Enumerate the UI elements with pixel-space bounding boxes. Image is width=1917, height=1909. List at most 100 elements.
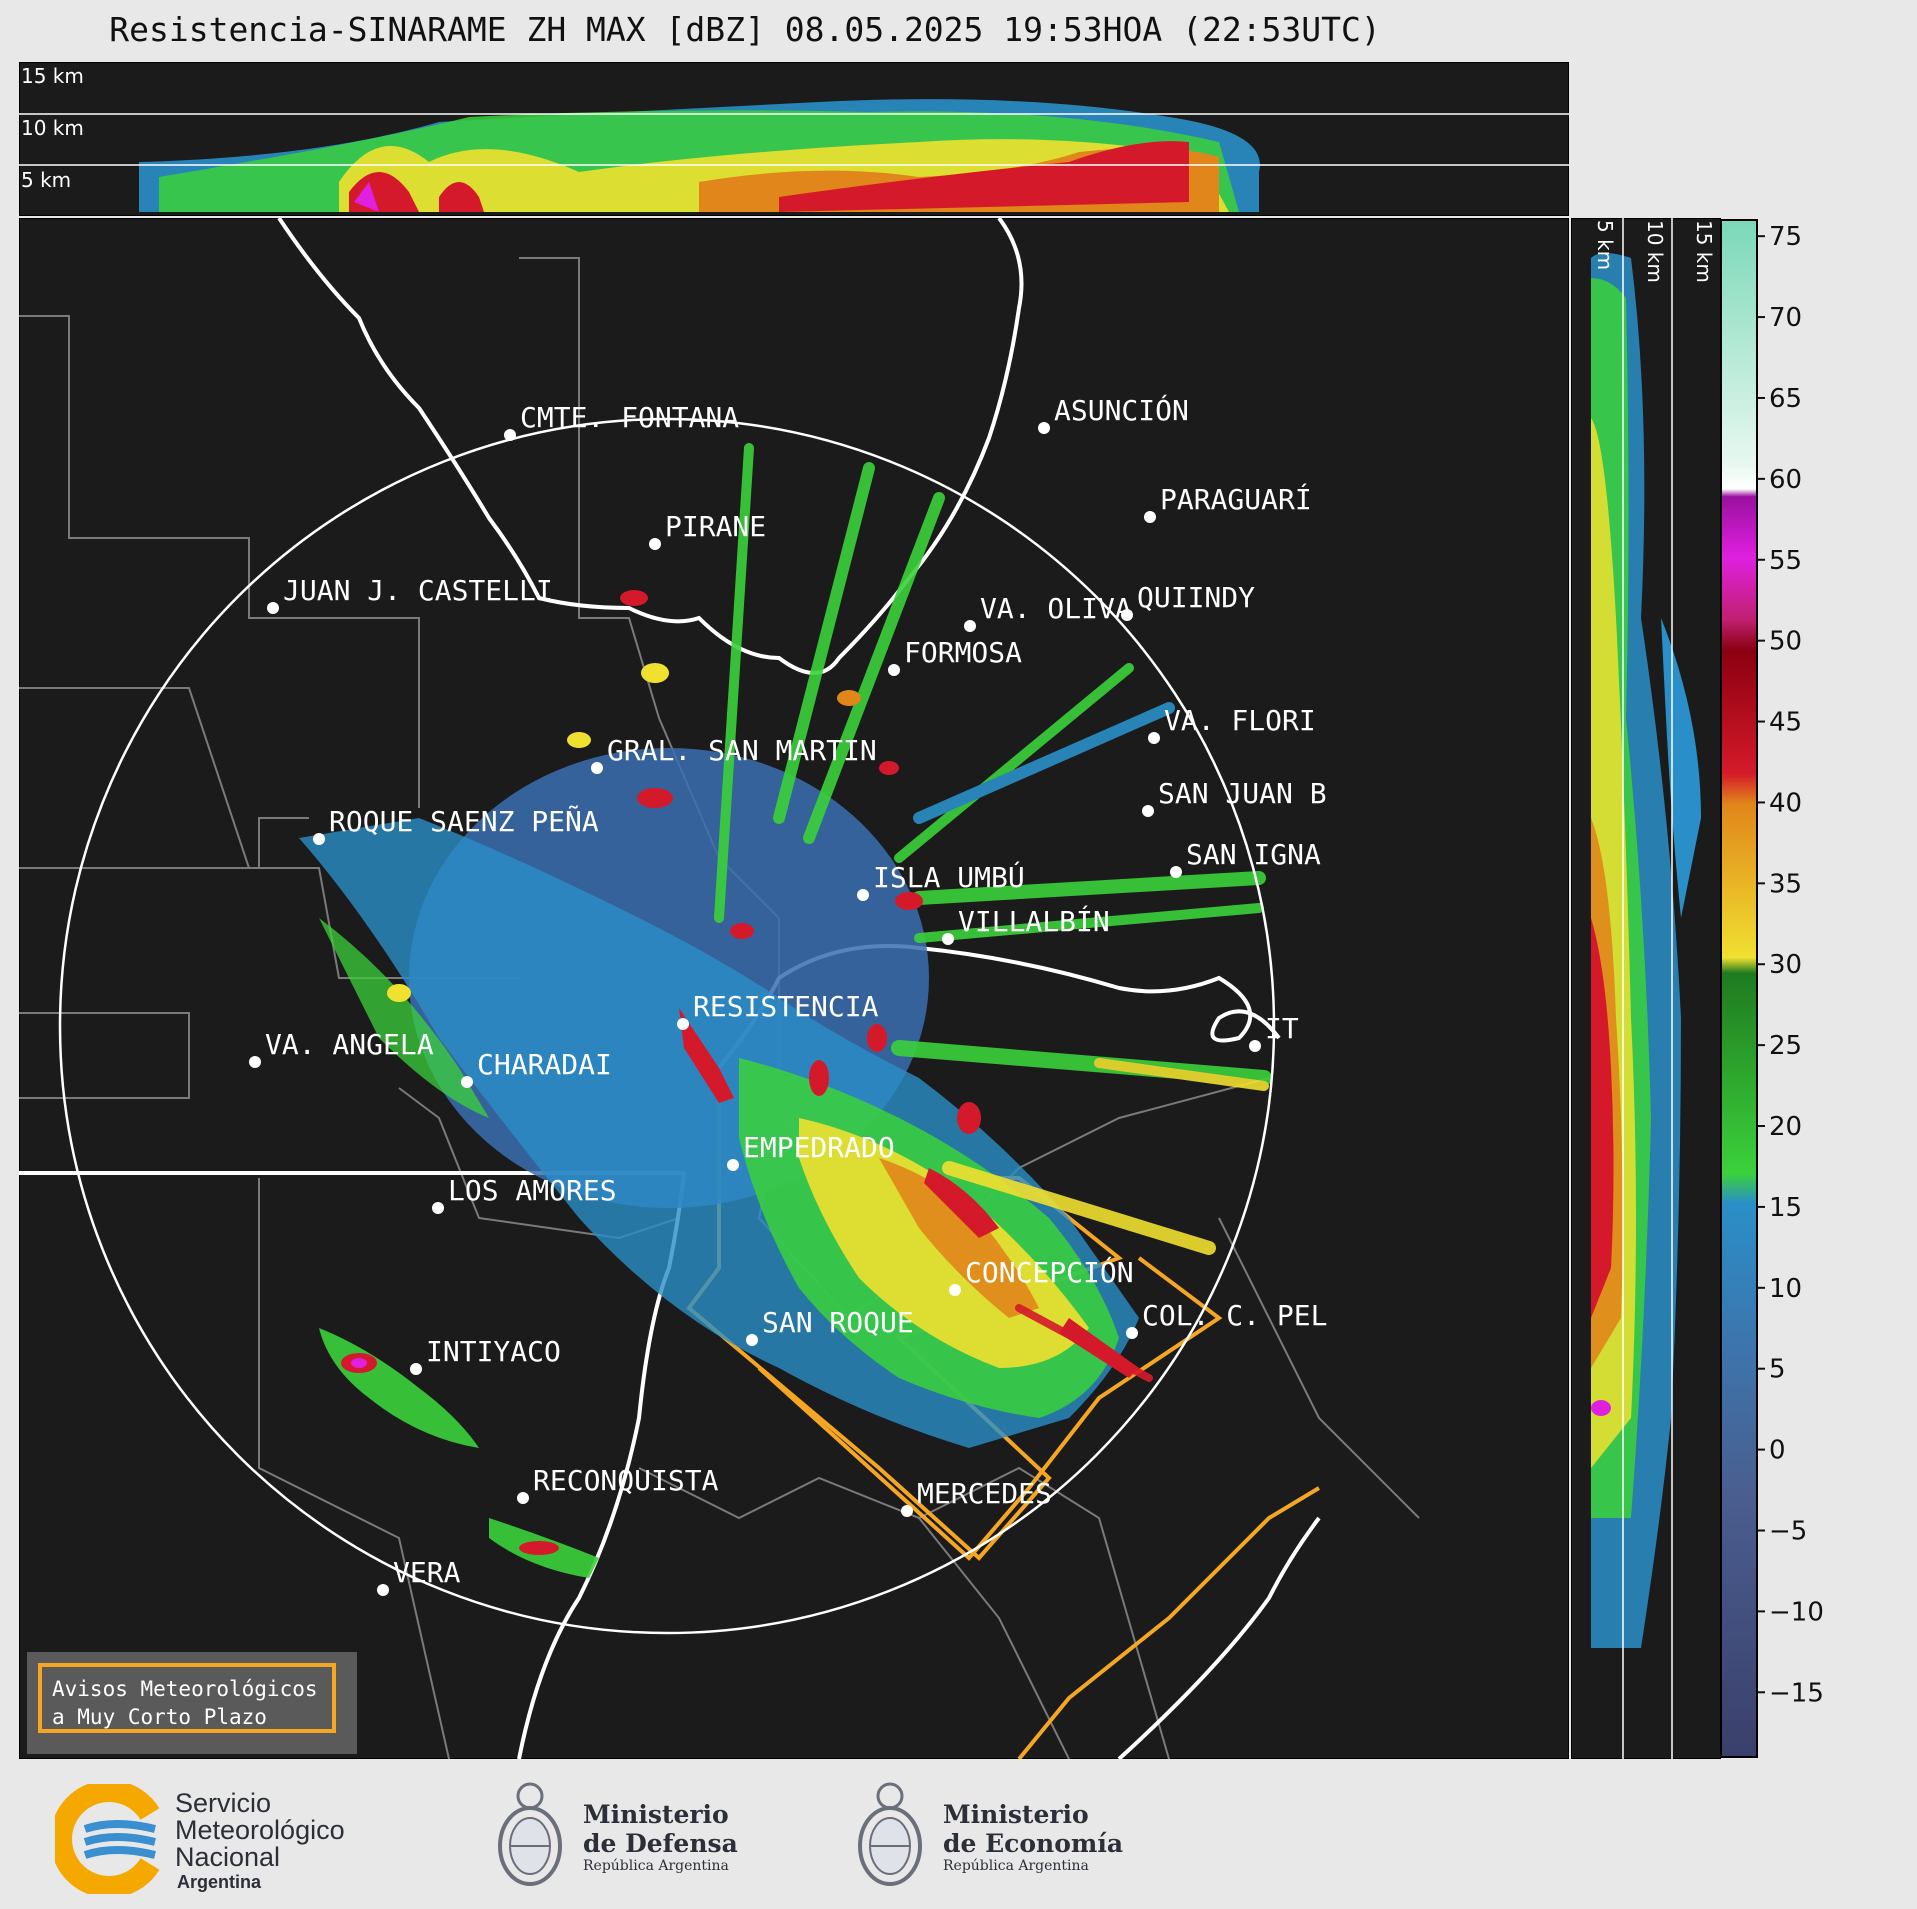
coat-of-arms-icon xyxy=(858,1782,922,1886)
city-dot xyxy=(888,664,900,676)
economia-logo: Ministerio de Economía República Argenti… xyxy=(855,1774,1135,1899)
colorbar-tick-label: 0 xyxy=(1769,1436,1786,1466)
city-marker: JUAN J. CASTELLI xyxy=(267,574,553,614)
city-marker: QUIINDY xyxy=(1121,581,1255,621)
top-height-10: 10 km xyxy=(21,116,84,140)
range-ring xyxy=(58,417,1276,1635)
colorbar-tick-label: 25 xyxy=(1769,1031,1802,1061)
economia-line-2: de Economía xyxy=(943,1829,1124,1858)
city-label: CHARADAI xyxy=(477,1048,612,1081)
city-dot xyxy=(377,1584,389,1596)
city-markers: CMTE. FONTANA ASUNCIÓN PARAGUARÍ PIRANE JUAN… xyxy=(249,393,1327,1596)
colorbar-tick-label: 60 xyxy=(1769,465,1802,495)
colorbar: 75 70 65 60 55 50 45 40 35 30 25 20 15 10 5 0 −5 −10 −15 xyxy=(1719,218,1839,1759)
city-marker: SAN ROQUE xyxy=(746,1306,914,1346)
city-dot xyxy=(267,602,279,614)
city-label: ROQUE SAENZ PEÑA xyxy=(329,804,599,838)
city-dot xyxy=(1142,805,1154,817)
city-dot xyxy=(1121,609,1133,621)
chart-title: Resistencia-SINARAME ZH MAX [dBZ] 08.05.… xyxy=(109,10,1381,49)
city-label: LOS AMORES xyxy=(448,1174,617,1207)
side-height-10: 10 km xyxy=(1643,220,1667,283)
city-label: CONCEPCIÓN xyxy=(965,1255,1134,1289)
city-label: QUIINDY xyxy=(1137,581,1255,614)
city-label: IT xyxy=(1265,1012,1299,1045)
city-label: VILLALBÍN xyxy=(958,904,1110,938)
defensa-line-2: de Defensa xyxy=(583,1829,738,1858)
city-dot xyxy=(964,620,976,632)
colorbar-tick-label: −15 xyxy=(1769,1678,1824,1708)
colorbar-tick-label: 20 xyxy=(1769,1112,1802,1142)
city-dot xyxy=(517,1492,529,1504)
smn-line-1: Servicio xyxy=(175,1788,272,1818)
storm-cells xyxy=(387,590,981,1134)
city-marker: CMTE. FONTANA xyxy=(504,401,739,441)
side-cross-section: 5 km 10 km 15 km xyxy=(1570,217,1722,1760)
city-dot xyxy=(410,1363,422,1375)
city-dot xyxy=(591,762,603,774)
city-marker: VERA xyxy=(377,1556,461,1596)
city-marker: IT xyxy=(1249,1012,1299,1052)
top-height-5: 5 km xyxy=(21,168,72,192)
city-dot xyxy=(901,1505,913,1517)
city-label: JUAN J. CASTELLI xyxy=(283,574,553,607)
city-dot xyxy=(949,1284,961,1296)
warning-line-2: a Muy Corto Plazo xyxy=(52,1705,267,1729)
city-label: VERA xyxy=(393,1556,461,1589)
colorbar-tick-label: 10 xyxy=(1769,1274,1802,1304)
smn-logo: Servicio Meteorológico Nacional Argentin… xyxy=(55,1784,395,1894)
city-label: MERCEDES xyxy=(917,1477,1052,1510)
city-dot xyxy=(942,933,954,945)
colorbar-tick-label: −5 xyxy=(1769,1516,1807,1546)
city-marker: PIRANE xyxy=(649,510,766,550)
side-height-15: 15 km xyxy=(1692,220,1716,283)
city-marker: ISLA UMBÚ xyxy=(857,860,1025,901)
defensa-line-3: República Argentina xyxy=(583,1858,729,1874)
city-dot xyxy=(727,1159,739,1171)
city-label: SAN JUAN B xyxy=(1158,777,1327,810)
top-cross-section: 15 km 10 km 5 km xyxy=(18,61,1570,217)
city-marker: SAN IGNA xyxy=(1170,838,1321,878)
city-dot xyxy=(1249,1040,1261,1052)
city-marker: PARAGUARÍ xyxy=(1144,482,1312,523)
province-boundaries xyxy=(19,257,1420,1759)
city-marker: ROQUE SAENZ PEÑA xyxy=(313,804,599,845)
colorbar-tick-label: 45 xyxy=(1769,708,1802,738)
city-marker: CONCEPCIÓN xyxy=(949,1255,1134,1296)
city-dot xyxy=(1148,732,1160,744)
city-marker: EMPEDRADO xyxy=(727,1131,895,1171)
city-label: COL. C. PEL xyxy=(1142,1299,1327,1332)
warning-legend-frame: Avisos Meteorológicos a Muy Corto Plazo xyxy=(38,1663,336,1733)
city-label: VA. ANGELA xyxy=(265,1028,434,1061)
top-echo-band xyxy=(139,99,1260,212)
warning-legend[interactable]: Avisos Meteorológicos a Muy Corto Plazo xyxy=(27,1652,357,1754)
city-label: PIRANE xyxy=(665,510,766,543)
city-marker: RECONQUISTA xyxy=(517,1464,719,1504)
city-label: CMTE. FONTANA xyxy=(520,401,739,434)
colorbar-tick-label: 40 xyxy=(1769,788,1802,818)
city-dot xyxy=(461,1076,473,1088)
city-label: EMPEDRADO xyxy=(743,1131,895,1164)
city-label: RECONQUISTA xyxy=(533,1464,719,1497)
smn-line-3: Nacional xyxy=(175,1842,281,1872)
city-marker: CHARADAI xyxy=(461,1048,612,1088)
city-label: VA. OLIVA xyxy=(980,592,1132,625)
city-dot xyxy=(857,889,869,901)
defensa-line-1: Ministerio xyxy=(583,1800,729,1829)
city-dot xyxy=(313,833,325,845)
colorbar-tick-label: 55 xyxy=(1769,546,1802,576)
city-marker: RESISTENCIA xyxy=(677,990,879,1030)
city-marker: VILLALBÍN xyxy=(942,904,1110,945)
city-dot xyxy=(1144,511,1156,523)
colorbar-tick-label: −10 xyxy=(1769,1597,1824,1627)
warning-line-1: Avisos Meteorológicos xyxy=(52,1677,318,1701)
city-label: GRAL. SAN MARTIN xyxy=(607,734,877,767)
city-marker: SAN JUAN B xyxy=(1142,777,1327,817)
city-marker: VA. ANGELA xyxy=(249,1028,434,1068)
coat-of-arms-icon xyxy=(498,1782,562,1886)
smn-line-2: Meteorológico xyxy=(175,1815,345,1845)
city-marker: GRAL. SAN MARTIN xyxy=(591,734,877,774)
colorbar-tick-label: 75 xyxy=(1769,222,1802,252)
city-marker: ASUNCIÓN xyxy=(1038,393,1189,434)
